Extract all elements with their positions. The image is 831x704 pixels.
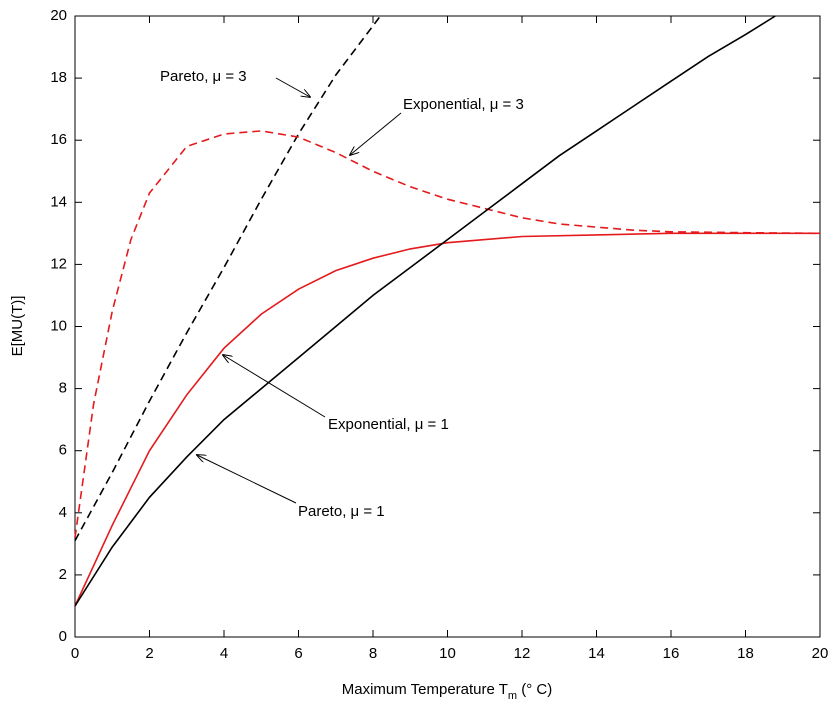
label-arrow <box>223 355 326 418</box>
x-tick-label: 10 <box>439 645 456 662</box>
y-tick-label: 12 <box>50 255 67 272</box>
series-label: Pareto, μ = 1 <box>298 503 385 520</box>
label-arrow <box>350 112 402 155</box>
series-line <box>74 15 776 607</box>
y-tick-label: 10 <box>50 317 67 334</box>
series-line <box>74 15 382 542</box>
x-tick-label: 20 <box>812 645 829 662</box>
series-label: Exponential, μ = 1 <box>328 416 449 433</box>
y-tick-label: 6 <box>59 442 67 459</box>
x-axis-label: Maximum Temperature Tm (° C) <box>342 681 553 702</box>
x-tick-label: 8 <box>369 645 377 662</box>
x-tick-label: 12 <box>514 645 531 662</box>
series-label: Exponential, μ = 3 <box>403 96 524 113</box>
series-line <box>74 232 820 607</box>
x-tick-label: 0 <box>71 645 79 662</box>
x-label-main: Maximum Temperature T <box>342 681 508 698</box>
y-tick-label: 8 <box>59 380 67 397</box>
y-tick-label: 2 <box>59 566 67 583</box>
y-tick-label: 18 <box>50 69 67 86</box>
label-arrow <box>197 455 297 504</box>
y-tick-label: 14 <box>50 193 67 210</box>
y-tick-label: 16 <box>50 131 67 148</box>
x-tick-label: 4 <box>220 645 228 662</box>
x-tick-label: 2 <box>145 645 153 662</box>
x-tick-label: 16 <box>663 645 680 662</box>
y-tick-label: 4 <box>59 504 67 521</box>
x-tick-label: 14 <box>588 645 605 662</box>
series-label: Pareto, μ = 3 <box>160 68 247 85</box>
x-label-unit: (° C) <box>517 681 552 698</box>
y-axis-label: E[MU(T)] <box>9 296 26 357</box>
y-tick-label: 20 <box>50 7 67 24</box>
x-label-sub: m <box>508 690 517 702</box>
x-tick-label: 6 <box>294 645 302 662</box>
label-arrow <box>275 77 310 97</box>
y-tick-label: 0 <box>59 628 67 645</box>
x-tick-label: 18 <box>737 645 754 662</box>
